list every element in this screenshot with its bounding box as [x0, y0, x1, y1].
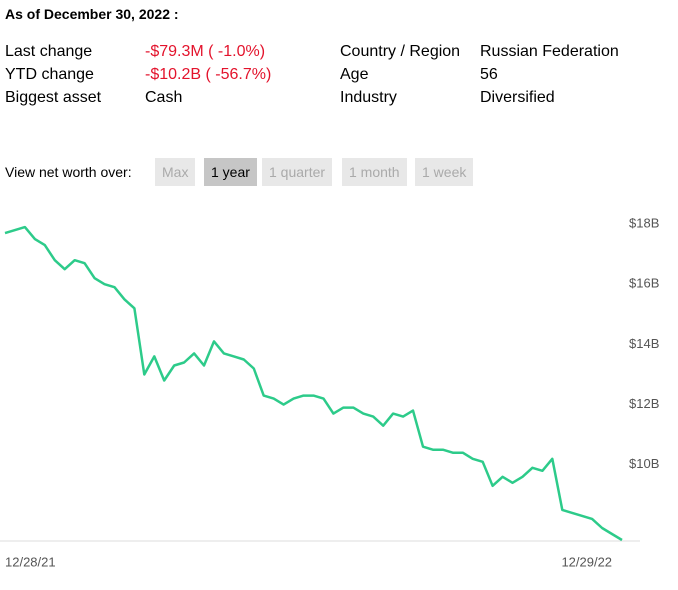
range-button[interactable]: 1 month — [342, 158, 407, 186]
stat-value: 56 — [480, 66, 498, 83]
range-button[interactable]: 1 week — [415, 158, 474, 186]
stat-label: Age — [340, 66, 369, 83]
stat-value: Diversified — [480, 89, 555, 106]
stat-label: YTD change — [5, 66, 94, 83]
stat-label: Country / Region — [340, 43, 461, 60]
y-tick-label: $18B — [629, 215, 659, 230]
y-tick-label: $12B — [629, 396, 659, 411]
x-tick-label: 12/29/22 — [561, 554, 612, 569]
stat-value: -$79.3M ( -1.0%) — [145, 43, 266, 60]
stat-value: -$10.2B ( -56.7%) — [145, 66, 272, 83]
stat-label: Last change — [5, 43, 93, 60]
stat-label: Biggest asset — [5, 89, 102, 106]
x-tick-label: 12/28/21 — [5, 554, 56, 569]
range-button[interactable]: Max — [155, 158, 196, 186]
range-button[interactable]: 1 year — [204, 158, 257, 186]
y-tick-label: $10B — [629, 456, 659, 471]
stat-value: Cash — [145, 89, 183, 106]
stat-label: Industry — [340, 89, 397, 106]
y-tick-label: $14B — [629, 336, 659, 351]
as-of: As of December 30, 2022 : — [5, 6, 179, 22]
range-button[interactable]: 1 quarter — [262, 158, 333, 186]
range-label: View net worth over: — [5, 164, 132, 180]
stat-value: Russian Federation — [480, 43, 619, 60]
y-tick-label: $16B — [629, 276, 659, 291]
net-worth-line — [4, 225, 623, 542]
